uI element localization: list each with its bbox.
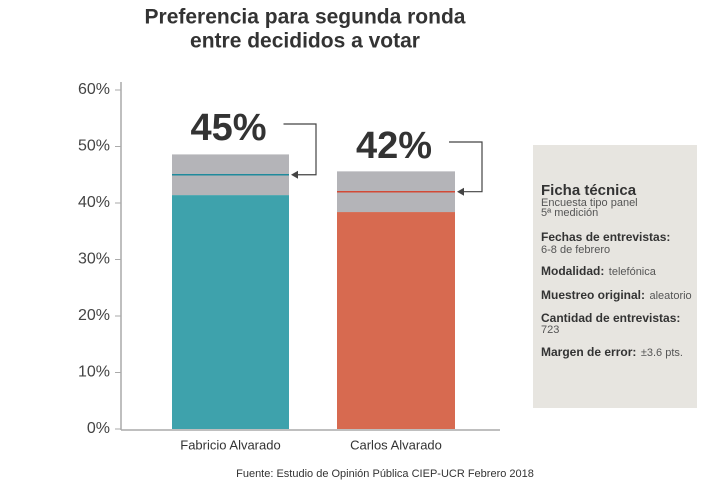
panel-item: Margen de error: ±3.6 pts. (541, 344, 683, 361)
panel-line: Encuesta tipo panel (541, 197, 638, 209)
panel-item: Muestreo original: aleatorio (541, 287, 692, 304)
connector (283, 123, 317, 176)
panel-value: 6-8 de febrero (541, 244, 610, 256)
panel-value: aleatorio (649, 290, 691, 302)
y-tick-label: 40% (78, 194, 110, 211)
y-tick-label: 20% (78, 307, 110, 324)
y-tick-label: 10% (78, 364, 110, 381)
arrowhead (457, 187, 464, 196)
panel-item: Modalidad: telefónica (541, 263, 657, 280)
value-label: 45% (190, 107, 266, 149)
panel-title: Ficha técnica (541, 182, 637, 199)
bar (172, 195, 289, 429)
x-tick-label: Fabricio Alvarado (180, 437, 280, 452)
panel-value: telefónica (609, 266, 657, 278)
panel-label: Fechas de entrevistas: (541, 230, 670, 244)
source: Fuente: Estudio de Opinión Pública CIEP-… (236, 468, 534, 480)
panel-value: ±3.6 pts. (641, 347, 683, 359)
y-tick-label: 60% (78, 81, 110, 98)
arrowhead (291, 170, 298, 179)
panel-label: Muestreo original: (541, 288, 645, 302)
connector (449, 141, 483, 193)
panel-line: 5ª medición (541, 207, 598, 219)
panel-label: Cantidad de entrevistas: (541, 311, 680, 325)
x-tick-label: Carlos Alvarado (350, 437, 442, 452)
y-tick-label: 0% (87, 420, 110, 437)
chart-title: Preferencia para segunda ronda (145, 6, 466, 29)
bar (337, 212, 455, 429)
panel-label: Margen de error: (541, 345, 636, 359)
chart-title: entre decididos a votar (190, 30, 420, 53)
panel-label: Modalidad: (541, 264, 604, 278)
info-panel (533, 145, 697, 408)
y-tick-label: 30% (78, 251, 110, 268)
panel-value: 723 (541, 324, 559, 336)
y-tick-label: 50% (78, 138, 110, 155)
value-label: 42% (356, 125, 432, 167)
